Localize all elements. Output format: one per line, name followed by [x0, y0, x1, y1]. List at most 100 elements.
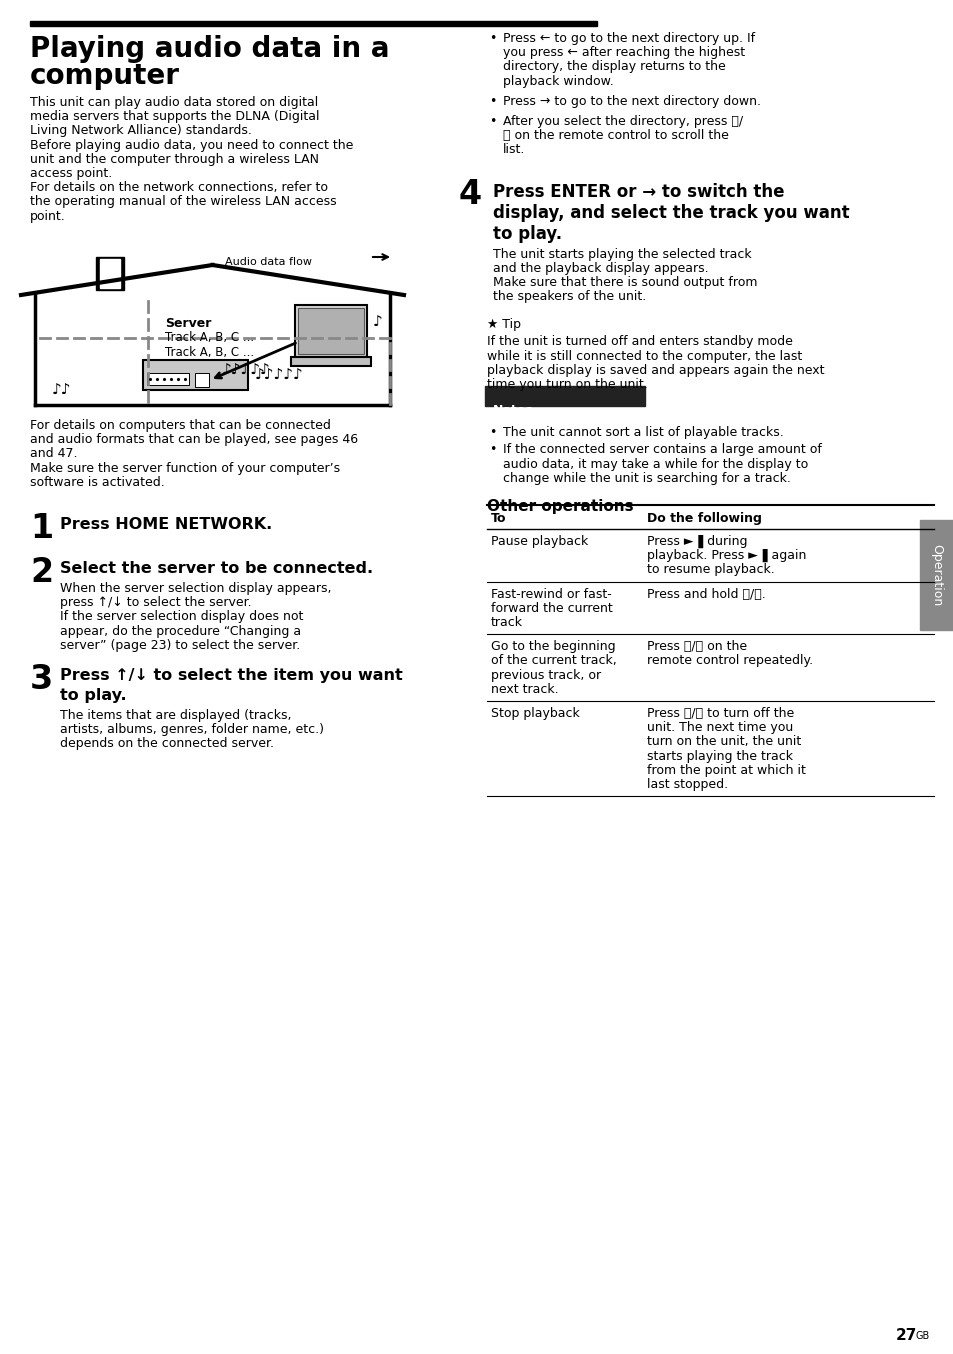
Bar — [30, 22, 597, 26]
Bar — [297, 307, 364, 353]
Text: unit and the computer through a wireless LAN: unit and the computer through a wireless… — [30, 153, 318, 165]
Bar — [143, 360, 248, 390]
Text: playback window.: playback window. — [502, 74, 613, 88]
Text: remote control repeatedly.: remote control repeatedly. — [646, 654, 812, 668]
Text: Track A, B, C ...: Track A, B, C ... — [165, 330, 253, 344]
Text: to play.: to play. — [493, 225, 561, 242]
Text: ⏭ on the remote control to scroll the: ⏭ on the remote control to scroll the — [502, 129, 728, 142]
Text: ♪♪: ♪♪ — [52, 383, 71, 398]
Text: to play.: to play. — [60, 688, 127, 703]
Text: The unit cannot sort a list of playable tracks.: The unit cannot sort a list of playable … — [502, 427, 783, 439]
Text: server” (page 23) to select the server.: server” (page 23) to select the server. — [60, 639, 300, 651]
Text: Track A, B, C ...: Track A, B, C ... — [165, 347, 253, 359]
Text: 2: 2 — [30, 556, 53, 589]
Text: playback. Press ►▐ again: playback. Press ►▐ again — [646, 550, 805, 562]
Text: the speakers of the unit.: the speakers of the unit. — [493, 290, 645, 303]
Text: point.: point. — [30, 210, 66, 222]
Text: Fast-rewind or fast-: Fast-rewind or fast- — [491, 588, 611, 601]
Text: Go to the beginning: Go to the beginning — [491, 640, 615, 653]
Bar — [919, 520, 953, 630]
Text: Press ← to go to the next directory up. If: Press ← to go to the next directory up. … — [502, 32, 755, 45]
Text: of the current track,: of the current track, — [491, 654, 616, 668]
Text: For details on the network connections, refer to: For details on the network connections, … — [30, 181, 328, 194]
Text: If the server selection display does not: If the server selection display does not — [60, 611, 303, 623]
Text: depends on the connected server.: depends on the connected server. — [60, 738, 274, 750]
Text: Audio data flow: Audio data flow — [225, 257, 312, 267]
Text: press ↑/↓ to select the server.: press ↑/↓ to select the server. — [60, 596, 252, 609]
Text: starts playing the track: starts playing the track — [646, 750, 792, 762]
Text: and audio formats that can be played, see pages 46: and audio formats that can be played, se… — [30, 433, 357, 447]
Bar — [96, 257, 124, 290]
Text: •: • — [489, 95, 496, 108]
Text: display, and select the track you want: display, and select the track you want — [493, 203, 849, 222]
Text: while it is still connected to the computer, the last: while it is still connected to the compu… — [486, 349, 801, 363]
Text: The items that are displayed (tracks,: The items that are displayed (tracks, — [60, 709, 292, 722]
Text: software is activated.: software is activated. — [30, 475, 165, 489]
Text: audio data, it may take a while for the display to: audio data, it may take a while for the … — [502, 458, 807, 471]
Text: ♪♪♪♪♪: ♪♪♪♪♪ — [254, 368, 303, 383]
Text: media servers that supports the DLNA (Digital: media servers that supports the DLNA (Di… — [30, 110, 319, 123]
Text: time you turn on the unit.: time you turn on the unit. — [486, 378, 647, 391]
Text: After you select the directory, press ⏮/: After you select the directory, press ⏮/ — [502, 115, 742, 129]
Bar — [294, 305, 367, 357]
Text: unit. The next time you: unit. The next time you — [646, 722, 792, 734]
Text: Make sure the server function of your computer’s: Make sure the server function of your co… — [30, 462, 340, 475]
Text: Press → to go to the next directory down.: Press → to go to the next directory down… — [502, 95, 760, 108]
Text: Do the following: Do the following — [646, 512, 761, 525]
Text: computer: computer — [30, 62, 180, 89]
Text: If the connected server contains a large amount of: If the connected server contains a large… — [502, 443, 821, 456]
Text: Server: Server — [165, 317, 212, 330]
Text: The unit starts playing the selected track: The unit starts playing the selected tra… — [493, 248, 751, 260]
Text: you press ← after reaching the highest: you press ← after reaching the highest — [502, 46, 744, 60]
Text: track: track — [491, 616, 522, 630]
Text: next track.: next track. — [491, 682, 558, 696]
Text: Press HOME NETWORK.: Press HOME NETWORK. — [60, 517, 272, 532]
Text: 27: 27 — [895, 1328, 917, 1343]
Text: Other operations: Other operations — [486, 500, 633, 515]
Text: ★ Tip: ★ Tip — [486, 318, 520, 332]
Text: •: • — [489, 32, 496, 45]
Text: If the unit is turned off and enters standby mode: If the unit is turned off and enters sta… — [486, 336, 792, 348]
Text: For details on computers that can be connected: For details on computers that can be con… — [30, 418, 331, 432]
Text: list.: list. — [502, 144, 525, 157]
Text: and the playback display appears.: and the playback display appears. — [493, 261, 708, 275]
Text: Before playing audio data, you need to connect the: Before playing audio data, you need to c… — [30, 138, 353, 152]
Text: Press ►▐ during: Press ►▐ during — [646, 535, 747, 548]
Text: to resume playback.: to resume playback. — [646, 563, 774, 577]
Bar — [291, 357, 371, 366]
Text: Press ENTER or → to switch the: Press ENTER or → to switch the — [493, 183, 783, 200]
Text: When the server selection display appears,: When the server selection display appear… — [60, 582, 331, 594]
Text: access point.: access point. — [30, 167, 112, 180]
Text: appear, do the procedure “Changing a: appear, do the procedure “Changing a — [60, 624, 301, 638]
Text: Press ↑/↓ to select the item you want: Press ↑/↓ to select the item you want — [60, 668, 402, 682]
Text: GB: GB — [915, 1331, 929, 1340]
Text: Playing audio data in a: Playing audio data in a — [30, 35, 389, 64]
Bar — [147, 372, 189, 385]
Text: •: • — [489, 427, 496, 439]
Bar — [194, 372, 209, 387]
Text: Press and hold ⏮/⏭.: Press and hold ⏮/⏭. — [646, 588, 765, 601]
Bar — [100, 259, 120, 288]
Text: •: • — [489, 115, 496, 129]
Text: 3: 3 — [30, 663, 53, 696]
Bar — [484, 386, 644, 406]
Text: last stopped.: last stopped. — [646, 779, 727, 791]
Text: This unit can play audio data stored on digital: This unit can play audio data stored on … — [30, 96, 318, 110]
Text: forward the current: forward the current — [491, 601, 612, 615]
Text: ♪: ♪ — [373, 315, 382, 330]
Text: turn on the unit, the unit: turn on the unit, the unit — [646, 735, 801, 749]
Text: Pause playback: Pause playback — [491, 535, 588, 548]
Text: Press ⏮/⏭ on the: Press ⏮/⏭ on the — [646, 640, 746, 653]
Text: 1: 1 — [30, 512, 53, 546]
Text: Notes: Notes — [493, 405, 533, 417]
Text: from the point at which it: from the point at which it — [646, 764, 805, 777]
Text: Make sure that there is sound output from: Make sure that there is sound output fro… — [493, 276, 757, 288]
Text: artists, albums, genres, folder name, etc.): artists, albums, genres, folder name, et… — [60, 723, 324, 737]
Text: Stop playback: Stop playback — [491, 707, 579, 720]
Text: Select the server to be connected.: Select the server to be connected. — [60, 561, 373, 575]
Text: Press ⏻/⏻ to turn off the: Press ⏻/⏻ to turn off the — [646, 707, 794, 720]
Text: directory, the display returns to the: directory, the display returns to the — [502, 61, 725, 73]
Text: previous track, or: previous track, or — [491, 669, 600, 681]
Text: playback display is saved and appears again the next: playback display is saved and appears ag… — [486, 364, 823, 376]
Text: the operating manual of the wireless LAN access: the operating manual of the wireless LAN… — [30, 195, 336, 209]
